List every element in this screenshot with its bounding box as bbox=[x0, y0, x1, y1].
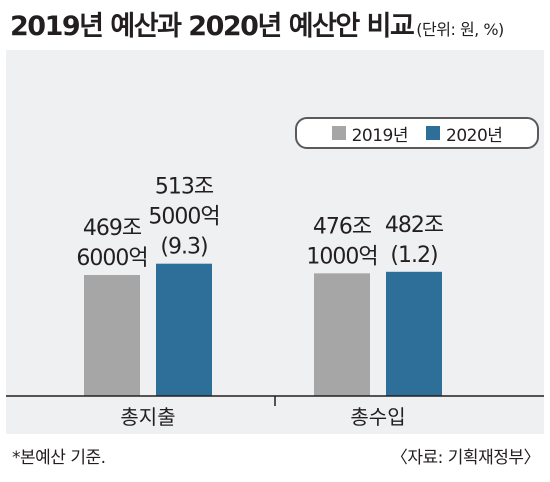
legend-swatch-2020 bbox=[426, 126, 440, 140]
legend-label-2020: 2020년 bbox=[446, 125, 503, 146]
chart-panel: 469조 6000억 476조 1000억 513조 5000억 (9.3) 482조 (1.2… bbox=[6, 50, 544, 434]
title-row: 2019년 예산과 2020년 예산안 비교 (단위: 원, %) bbox=[10, 4, 550, 50]
data-label: 469조 bbox=[83, 216, 142, 241]
bar-chart: 469조 6000억 476조 1000억 513조 5000억 (9.3) 482조 (1.2… bbox=[6, 175, 544, 429]
legend-item-2019: 2019년 bbox=[331, 121, 409, 146]
bar-총지출-2019년 bbox=[84, 275, 140, 396]
legend: 2019년 2020년 bbox=[295, 117, 539, 149]
chart-title: 2019년 예산과 2020년 예산안 비교 bbox=[10, 11, 415, 42]
data-label: 513조 bbox=[155, 175, 214, 200]
category-label: 총수입 bbox=[350, 405, 405, 429]
bar-총수입-2019년 bbox=[314, 273, 370, 396]
bar-총수입-2020년 bbox=[386, 271, 442, 396]
unit-label: (단위: 원, %) bbox=[416, 20, 504, 39]
data-label: 476조 bbox=[313, 214, 372, 239]
data-label: (9.3) bbox=[160, 235, 207, 260]
footnote: *본예산 기준. bbox=[12, 448, 106, 468]
data-label: 5000억 bbox=[148, 205, 219, 230]
data-label: 6000억 bbox=[76, 246, 147, 271]
source-note: 〈자료: 기획재정부〉 bbox=[390, 448, 541, 468]
category-label: 총지출 bbox=[120, 405, 175, 429]
legend-label-2019: 2019년 bbox=[351, 125, 409, 146]
data-label: 482조 bbox=[385, 213, 444, 238]
data-label: (1.2) bbox=[390, 243, 437, 268]
legend-swatch-2019 bbox=[331, 126, 346, 140]
legend-item-2020: 2020년 bbox=[426, 121, 503, 146]
bar-총지출-2020년 bbox=[156, 263, 212, 396]
data-label: 1000억 bbox=[306, 244, 377, 269]
